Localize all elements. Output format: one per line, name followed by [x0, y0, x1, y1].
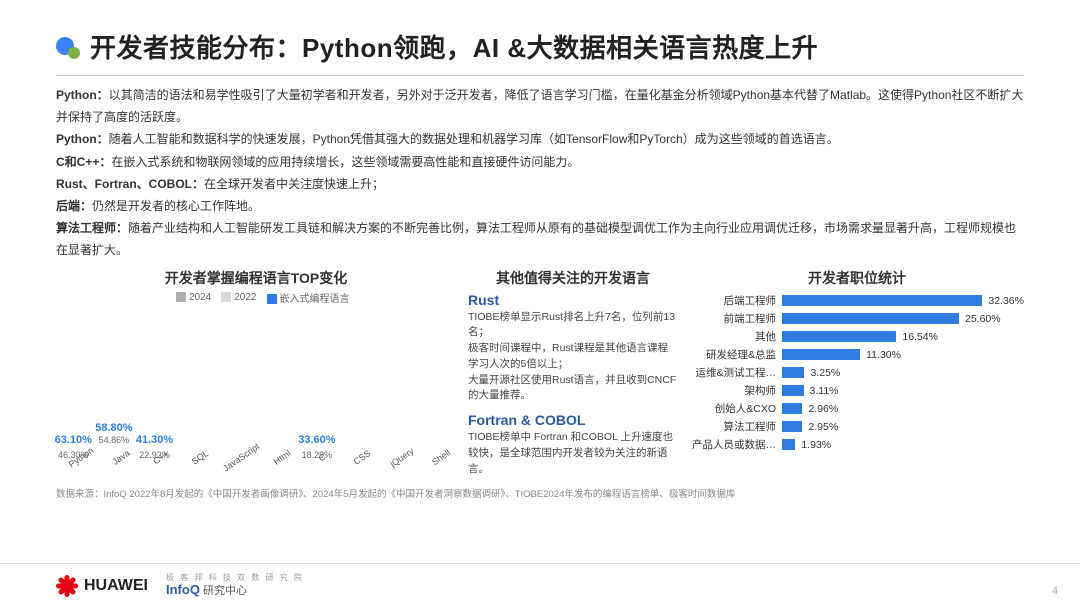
hbar-row: 创始人&CXO2.96% — [690, 400, 1024, 418]
bar-chart-panel: 开发者掌握编程语言TOP变化 20242022嵌入式编程语言 63.10%46.… — [56, 268, 456, 480]
hbar-row: 架构师3.11% — [690, 382, 1024, 400]
hbar-chart: 后端工程师32.36%前端工程师25.60%其他16.54%研发经理&总监11.… — [690, 292, 1024, 454]
bar-chart-bars: 63.10%46.30%58.80%54.86%41.30%22.92%33.6… — [56, 308, 456, 450]
infoq-main-text: InfoQ — [166, 582, 200, 597]
infoq-top-text: 极 客 邦 科 技 双 数 研 究 院 — [166, 573, 304, 583]
footer: HUAWEI 极 客 邦 科 技 双 数 研 究 院 InfoQ 研究中心 — [0, 563, 1080, 607]
hbar-row: 其他16.54% — [690, 328, 1024, 346]
mid-panel: 其他值得关注的开发语言 Rust TIOBE榜单显示Rust排名上升7名，位列前… — [468, 268, 678, 480]
body-paragraph: Python：随着人工智能和数据科学的快速发展，Python凭借其强大的数据处理… — [56, 128, 1024, 150]
huawei-petal-icon — [56, 575, 78, 597]
source-note: 数据来源：InfoQ 2022年8月发起的《中国开发者画像调研》、2024年5月… — [56, 486, 1024, 500]
bar-chart-title: 开发者掌握编程语言TOP变化 — [56, 268, 456, 288]
page-title: 开发者技能分布：Python领跑，AI &大数据相关语言热度上升 — [90, 28, 818, 65]
hbar-chart-title: 开发者职位统计 — [690, 268, 1024, 288]
body-paragraph: C和C++：在嵌入式系统和物联网领域的应用持续增长，这些领域需要高性能和直接硬件… — [56, 151, 1024, 173]
hbar-row: 前端工程师25.60% — [690, 310, 1024, 328]
mid-panel-title: 其他值得关注的开发语言 — [468, 268, 678, 288]
hbar-chart-panel: 开发者职位统计 后端工程师32.36%前端工程师25.60%其他16.54%研发… — [690, 268, 1024, 480]
title-bullet-icon — [56, 35, 80, 59]
hbar-row: 运维&测试工程…3.25% — [690, 364, 1024, 382]
body-paragraph: 算法工程师：随着产业结构和人工智能研发工具链和解决方案的不断完善比例，算法工程师… — [56, 217, 1024, 261]
rust-heading: Rust — [468, 292, 678, 308]
hbar-row: 算法工程师2.95% — [690, 418, 1024, 436]
body-paragraph: 后端：仍然是开发者的核心工作阵地。 — [56, 195, 1024, 217]
infoq-block: 极 客 邦 科 技 双 数 研 究 院 InfoQ 研究中心 — [166, 573, 304, 599]
bar-chart-x-labels: PythonJavaC++SQLJavaScriptHtmlCCSSjQuery… — [56, 450, 456, 480]
huawei-logo: HUAWEI — [56, 575, 148, 597]
rust-paragraph: TIOBE榜单显示Rust排名上升7名，位列前13名；极客时间课程中，Rust课… — [468, 310, 678, 405]
page-number: 4 — [1052, 585, 1058, 597]
body-paragraphs: Python：以其简洁的语法和易学性吸引了大量初学者和开发者，另外对于泛开发者，… — [56, 84, 1024, 262]
hbar-row: 产品人员或数据…1.93% — [690, 436, 1024, 454]
huawei-brand-text: HUAWEI — [84, 577, 148, 595]
bar-chart-legend: 20242022嵌入式编程语言 — [176, 290, 350, 305]
fortran-cobol-paragraph: TIOBE榜单中 Fortran 和COBOL 上升速度也较快，是全球范围内开发… — [468, 430, 678, 477]
hbar-row: 研发经理&总监11.30% — [690, 346, 1024, 364]
body-paragraph: Rust、Fortran、COBOL：在全球开发者中关注度快速上升； — [56, 173, 1024, 195]
title-row: 开发者技能分布：Python领跑，AI &大数据相关语言热度上升 — [56, 28, 1024, 65]
divider — [56, 75, 1024, 76]
hbar-row: 后端工程师32.36% — [690, 292, 1024, 310]
body-paragraph: Python：以其简洁的语法和易学性吸引了大量初学者和开发者，另外对于泛开发者，… — [56, 84, 1024, 128]
fortran-cobol-heading: Fortran & COBOL — [468, 412, 678, 428]
infoq-suffix-text: 研究中心 — [203, 585, 247, 597]
